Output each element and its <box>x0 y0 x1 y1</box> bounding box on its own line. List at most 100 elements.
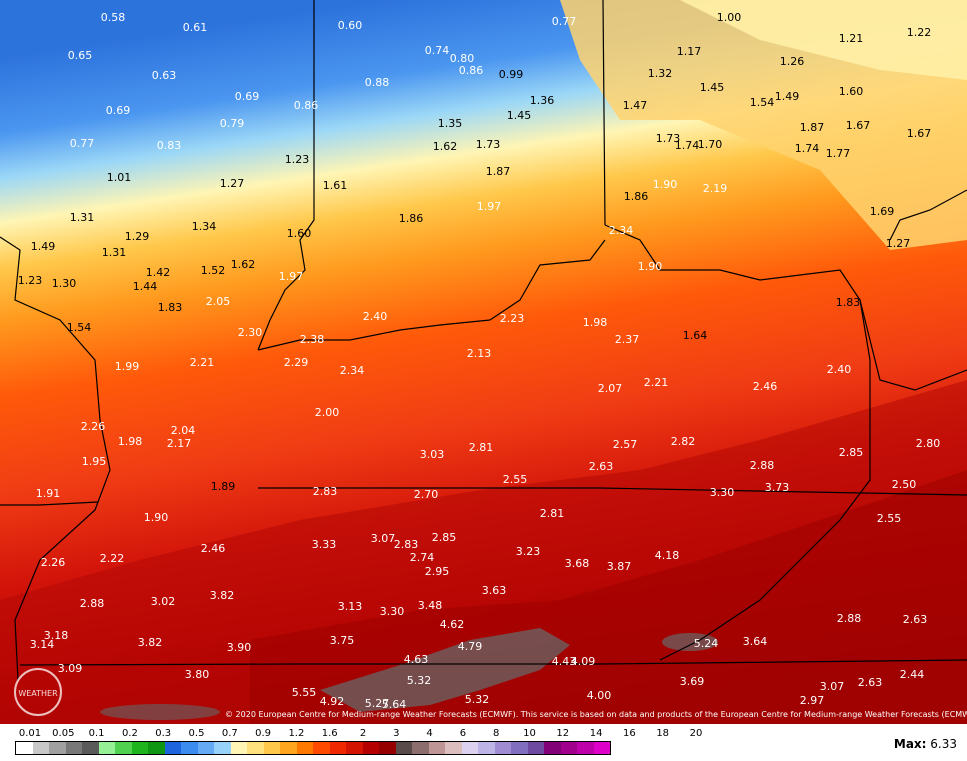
map-value-label: 1.30 <box>52 277 77 290</box>
legend-swatch <box>494 742 511 754</box>
legend-color-bar <box>15 741 611 755</box>
map-value-label: 2.07 <box>598 382 623 395</box>
legend-tick-label: 14 <box>589 728 603 739</box>
map-value-label: 1.73 <box>476 138 501 151</box>
map-value-label: 3.68 <box>565 557 590 570</box>
map-value-label: 3.69 <box>680 675 705 688</box>
map-value-label: 1.87 <box>800 121 825 134</box>
map-value-label: 0.63 <box>152 69 177 82</box>
map-value-label: 5.32 <box>407 674 432 687</box>
map-value-label: 1.67 <box>846 119 871 132</box>
map-value-label: 2.22 <box>100 552 125 565</box>
legend-swatch <box>148 742 165 754</box>
map-value-label: 1.31 <box>102 246 127 259</box>
map-value-label: 1.69 <box>870 205 895 218</box>
legend-swatch <box>313 742 330 754</box>
map-value-label: 2.46 <box>201 542 226 555</box>
map-value-label: 3.48 <box>418 599 443 612</box>
map-value-label: 2.21 <box>644 376 669 389</box>
map-value-label: 1.47 <box>623 99 648 112</box>
map-value-label: 1.89 <box>211 480 236 493</box>
map-value-label: 1.74 <box>795 142 820 155</box>
map-value-label: 3.90 <box>227 641 252 654</box>
map-value-label: 1.49 <box>31 240 56 253</box>
map-value-label: 1.44 <box>133 280 158 293</box>
legend-swatch <box>65 742 82 754</box>
legend-tick-label: 2 <box>359 728 367 739</box>
map-value-label: 3.30 <box>710 486 735 499</box>
legend-swatch <box>511 742 528 754</box>
map-value-label: 1.98 <box>583 316 608 329</box>
map-value-label: 1.21 <box>839 32 864 45</box>
precipitation-value-labels: 0.58 0.61 0.60 0.77 1.00 1.21 1.22 0.65 0.740.80… <box>18 11 941 711</box>
map-value-label: 3.13 <box>338 600 363 613</box>
legend-swatch <box>230 742 247 754</box>
map-value-label: 0.88 <box>365 76 390 89</box>
map-value-label: 2.26 <box>81 420 106 433</box>
weather-logo-icon: WEATHER <box>14 668 62 716</box>
legend-swatch <box>560 742 577 754</box>
map-value-label: 1.62 <box>433 140 458 153</box>
map-value-label: 1.29 <box>125 230 150 243</box>
map-value-label: 0.86 <box>459 64 484 77</box>
map-value-label: 0.77 <box>70 137 95 150</box>
map-value-label: 1.42 <box>146 266 171 279</box>
map-value-label: 1.61 <box>323 179 348 192</box>
legend-tick-label: 0.1 <box>88 728 105 739</box>
color-legend: 0.01 0.05 0.1 0.2 0.3 0.5 0.7 0.9 1.2 1.6 2 3 4 6 8 10 1… <box>0 724 967 761</box>
map-value-label: 3.82 <box>210 589 235 602</box>
max-value: 6.33 <box>930 737 957 751</box>
map-value-label: 1.00 <box>717 11 742 24</box>
map-value-label: 3.03 <box>420 448 445 461</box>
map-value-label: 5.24 <box>694 637 719 650</box>
precipitation-map: 0.58 0.61 0.60 0.77 1.00 1.21 1.22 0.65 0.740.80… <box>0 0 967 724</box>
legend-tick-label: 0.05 <box>52 728 75 739</box>
map-value-label: 1.97 <box>279 270 304 283</box>
map-value-label: 1.17 <box>677 45 702 58</box>
map-value-label: 4.62 <box>440 618 465 631</box>
map-value-label: 1.27 <box>886 237 911 250</box>
legend-swatch <box>544 742 561 754</box>
map-value-label: 2.82 <box>671 435 696 448</box>
legend-tick-label: 6 <box>459 728 467 739</box>
map-value-label: 4.63 <box>404 653 429 666</box>
map-value-label: 1.49 <box>775 90 800 103</box>
legend-swatch <box>296 742 313 754</box>
map-value-label: 1.45 <box>507 109 532 122</box>
map-value-label: 2.63 <box>858 676 883 689</box>
map-value-label: 1.54 <box>750 96 775 109</box>
legend-swatch <box>527 742 544 754</box>
legend-swatch <box>445 742 462 754</box>
map-value-label: 4.18 <box>655 549 680 562</box>
map-value-label: 1.54 <box>67 321 92 334</box>
legend-swatch <box>280 742 297 754</box>
map-value-label: 2.57 <box>613 438 638 451</box>
map-value-label: 1.23 <box>18 274 43 287</box>
map-value-label: 2.38 <box>300 333 325 346</box>
map-value-label: 2.55 <box>503 473 528 486</box>
map-value-label: 2.44 <box>900 668 925 681</box>
map-value-label: 3.14 <box>30 638 55 651</box>
map-value-label: 1.98 <box>118 435 143 448</box>
legend-tick-label: 0.9 <box>255 728 272 739</box>
legend-swatch <box>164 742 181 754</box>
map-value-label: 3.18 <box>44 629 69 642</box>
map-value-label: 3.02 <box>151 595 176 608</box>
legend-swatch <box>263 742 280 754</box>
map-value-label: 2.00 <box>315 406 340 419</box>
map-value-label: 1.91 <box>36 487 61 500</box>
legend-tick-label: 0.3 <box>155 728 172 739</box>
map-value-label: 2.83 <box>394 538 419 551</box>
map-value-label: 0.99 <box>499 68 524 81</box>
legend-tick-label: 10 <box>523 728 536 739</box>
legend-swatch <box>131 742 148 754</box>
map-value-label: 3.07 <box>820 680 845 693</box>
map-value-label: 5.32 <box>465 693 490 706</box>
map-value-label: 3.75 <box>330 634 355 647</box>
map-value-label: 2.34 <box>609 224 634 237</box>
map-value-label: 1.86 <box>399 212 424 225</box>
map-value-label: 3.73 <box>765 481 790 494</box>
legend-tick-label: 16 <box>623 728 636 739</box>
map-value-label: 0.58 <box>101 11 126 24</box>
map-value-label: 2.30 <box>238 326 263 339</box>
